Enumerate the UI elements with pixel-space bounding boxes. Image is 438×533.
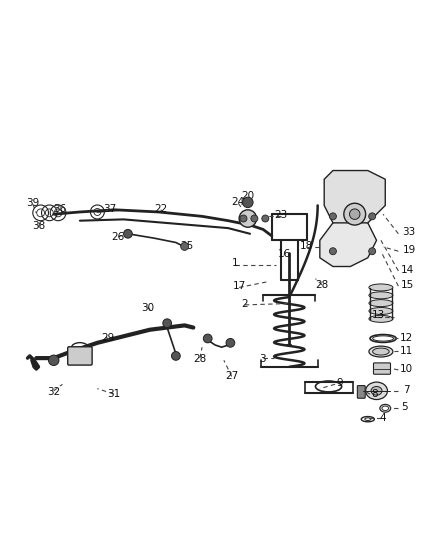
Circle shape [328, 213, 336, 220]
Ellipse shape [381, 406, 388, 410]
Polygon shape [319, 214, 376, 266]
Text: 30: 30 [141, 303, 154, 313]
Circle shape [48, 355, 59, 366]
Circle shape [240, 215, 247, 222]
Circle shape [261, 215, 268, 222]
Circle shape [328, 248, 336, 255]
Ellipse shape [368, 308, 392, 314]
Ellipse shape [368, 346, 392, 357]
Text: 2: 2 [241, 298, 247, 309]
Text: 13: 13 [371, 310, 385, 320]
Circle shape [162, 319, 171, 328]
Text: 25: 25 [180, 240, 193, 251]
Ellipse shape [368, 292, 392, 299]
Circle shape [239, 210, 256, 227]
Circle shape [203, 334, 212, 343]
Text: 37: 37 [103, 204, 116, 214]
Text: 33: 33 [402, 228, 415, 238]
FancyBboxPatch shape [67, 347, 92, 365]
Circle shape [368, 213, 375, 220]
Text: 39: 39 [26, 198, 39, 208]
Text: 27: 27 [225, 372, 238, 382]
Text: 4: 4 [379, 413, 385, 423]
Text: 12: 12 [399, 333, 412, 343]
Text: 5: 5 [401, 402, 407, 412]
Text: 32: 32 [47, 387, 60, 397]
Ellipse shape [368, 316, 392, 322]
Circle shape [123, 229, 132, 238]
Text: 23: 23 [273, 210, 286, 220]
Text: 3: 3 [258, 354, 265, 365]
Circle shape [251, 215, 257, 222]
Text: 15: 15 [399, 280, 413, 290]
Text: 7: 7 [402, 385, 409, 395]
Text: 14: 14 [399, 265, 413, 275]
Ellipse shape [368, 300, 392, 306]
Ellipse shape [365, 382, 387, 400]
Text: 31: 31 [106, 389, 120, 399]
Text: 11: 11 [399, 346, 412, 356]
Text: 28: 28 [193, 354, 206, 365]
Text: 22: 22 [154, 204, 167, 214]
Ellipse shape [372, 348, 389, 355]
Circle shape [242, 197, 253, 208]
Text: 24: 24 [231, 197, 244, 207]
Text: 10: 10 [399, 365, 412, 375]
Text: 36: 36 [53, 204, 67, 214]
Text: 16: 16 [277, 249, 290, 259]
Text: 19: 19 [402, 245, 415, 255]
Text: 8: 8 [370, 389, 377, 399]
Circle shape [226, 338, 234, 347]
Circle shape [368, 248, 375, 255]
Text: 28: 28 [314, 280, 328, 290]
Text: 26: 26 [111, 232, 125, 242]
Text: 9: 9 [336, 378, 342, 388]
Text: 1: 1 [231, 258, 237, 268]
Text: 38: 38 [32, 221, 45, 231]
Circle shape [180, 243, 188, 251]
Ellipse shape [370, 386, 381, 395]
Text: 17: 17 [232, 281, 245, 291]
Text: 29: 29 [101, 333, 114, 343]
Ellipse shape [368, 284, 392, 291]
Text: 18: 18 [300, 240, 313, 251]
Circle shape [343, 203, 365, 225]
Circle shape [171, 352, 180, 360]
Circle shape [349, 209, 359, 220]
Ellipse shape [379, 405, 390, 412]
FancyBboxPatch shape [357, 385, 364, 398]
Polygon shape [323, 171, 385, 223]
Text: 20: 20 [241, 191, 254, 201]
FancyBboxPatch shape [373, 363, 390, 374]
